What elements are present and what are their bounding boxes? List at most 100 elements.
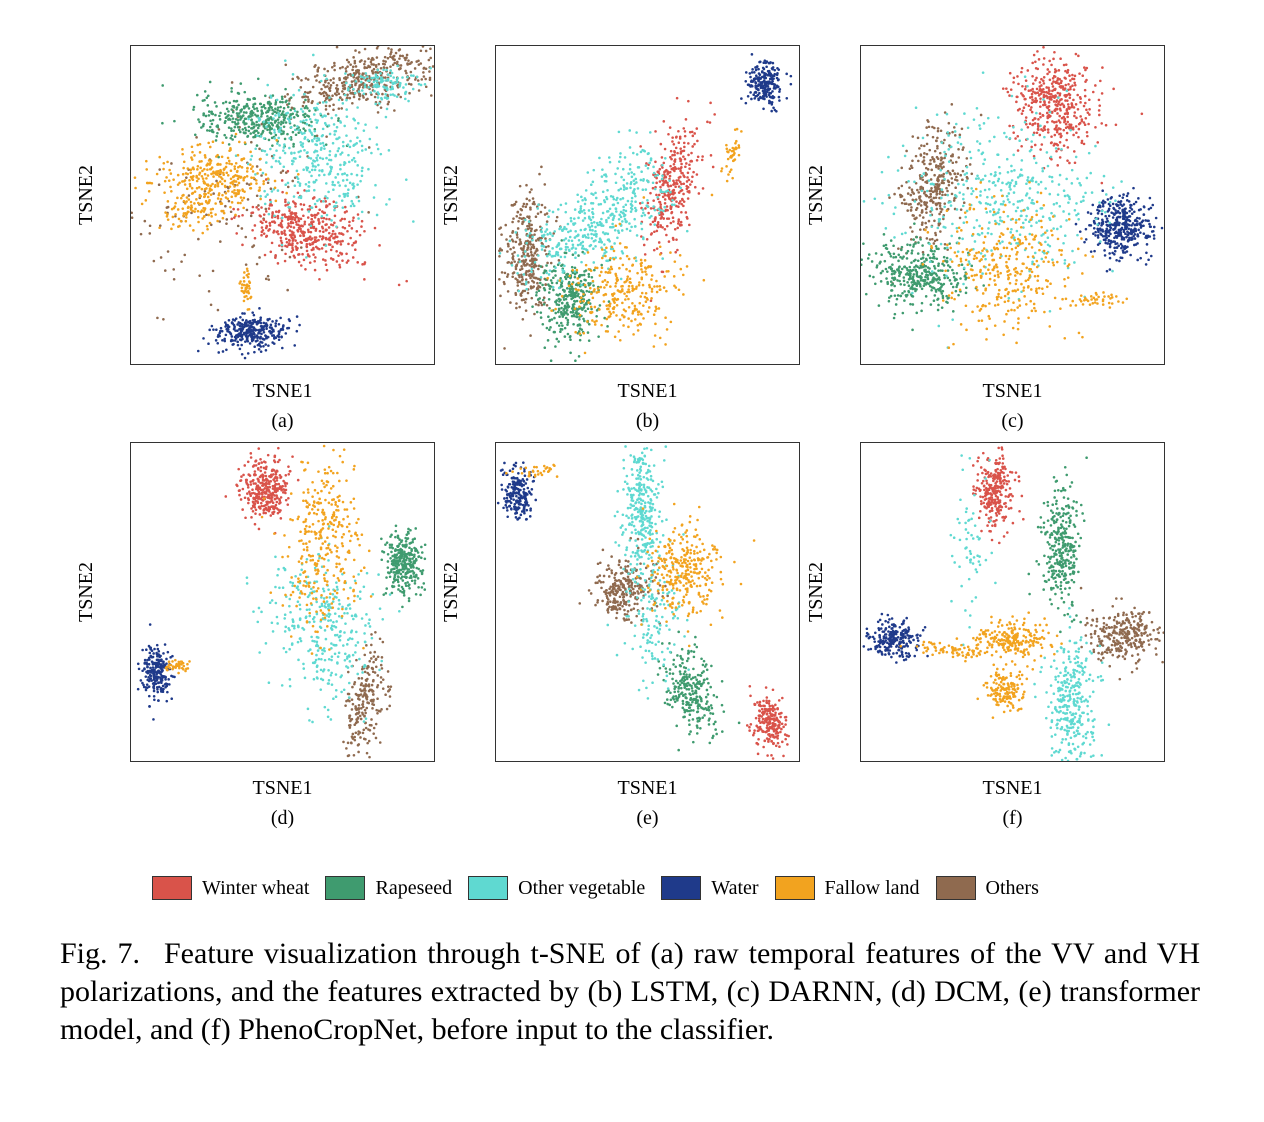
data-point	[758, 91, 761, 95]
data-point	[319, 142, 322, 145]
data-point	[921, 256, 925, 259]
data-point	[594, 196, 598, 200]
data-point	[316, 212, 320, 215]
data-point	[300, 208, 304, 211]
data-point	[566, 306, 570, 309]
data-point	[592, 233, 596, 237]
data-point	[601, 190, 605, 194]
data-point	[351, 91, 354, 95]
data-point	[276, 214, 280, 218]
data-point	[507, 260, 511, 264]
data-point	[941, 179, 944, 182]
data-point	[923, 260, 926, 263]
data-point	[312, 220, 315, 223]
data-point	[570, 265, 574, 269]
data-point	[146, 181, 150, 185]
data-point	[628, 146, 632, 149]
data-point	[673, 149, 676, 153]
data-point	[205, 200, 208, 204]
data-point	[216, 125, 220, 129]
data-point	[385, 68, 388, 72]
data-point	[170, 227, 173, 231]
data-point	[238, 324, 242, 327]
data-point	[259, 324, 263, 328]
data-point	[566, 301, 569, 305]
data-point	[203, 90, 207, 93]
data-point	[756, 84, 760, 88]
data-point	[237, 103, 240, 107]
data-point	[392, 58, 395, 61]
data-point	[546, 233, 549, 236]
data-point	[621, 284, 624, 288]
data-point	[630, 319, 633, 323]
data-point	[267, 117, 271, 120]
data-point	[940, 156, 943, 159]
data-point	[952, 275, 956, 279]
data-point	[314, 118, 317, 122]
data-point	[528, 190, 532, 194]
data-point	[227, 126, 231, 129]
data-point	[162, 317, 165, 321]
data-point	[653, 230, 656, 234]
data-point	[679, 167, 682, 170]
data-point	[941, 190, 944, 194]
data-point	[133, 176, 137, 179]
data-point	[737, 144, 741, 147]
data-point	[371, 70, 374, 73]
data-point	[233, 165, 237, 168]
data-point	[230, 201, 234, 204]
data-point	[345, 178, 349, 182]
data-point	[333, 183, 336, 187]
data-point	[273, 335, 277, 339]
data-point	[181, 148, 184, 151]
data-point	[525, 287, 528, 291]
data-point	[663, 147, 667, 151]
data-point	[515, 302, 518, 305]
data-point	[673, 169, 676, 173]
data-point	[182, 166, 185, 170]
data-point	[636, 271, 639, 275]
data-point	[874, 282, 877, 286]
data-point	[655, 193, 658, 197]
data-point	[913, 222, 916, 225]
data-point	[191, 191, 195, 195]
data-point	[200, 202, 204, 206]
data-point	[217, 128, 221, 131]
data-point	[282, 113, 286, 117]
data-point	[882, 244, 886, 248]
data-point	[296, 241, 299, 245]
data-point	[407, 99, 410, 103]
data-point	[338, 194, 341, 198]
data-point	[645, 237, 649, 241]
data-point	[335, 125, 339, 129]
data-point	[284, 183, 287, 187]
data-point	[293, 128, 297, 132]
data-point	[942, 172, 946, 176]
data-point	[914, 208, 918, 212]
data-point	[935, 165, 938, 169]
data-point	[935, 278, 938, 282]
data-point	[273, 214, 276, 218]
data-point	[689, 183, 692, 186]
data-point	[565, 308, 569, 312]
data-point	[201, 217, 204, 220]
data-point	[661, 166, 664, 169]
data-point	[580, 289, 583, 292]
data-point	[159, 256, 163, 259]
data-point	[290, 250, 293, 254]
data-point	[560, 279, 563, 282]
data-point	[950, 177, 954, 180]
data-point	[192, 229, 195, 232]
data-point	[190, 211, 193, 215]
data-point	[648, 283, 651, 287]
data-point	[363, 66, 366, 70]
data-point	[311, 139, 314, 143]
data-point	[246, 352, 250, 355]
data-point	[324, 85, 327, 89]
data-point	[163, 179, 167, 183]
data-point	[553, 230, 557, 233]
data-point	[902, 279, 906, 283]
data-point	[701, 155, 704, 158]
data-point	[514, 267, 518, 271]
data-point	[768, 80, 771, 83]
